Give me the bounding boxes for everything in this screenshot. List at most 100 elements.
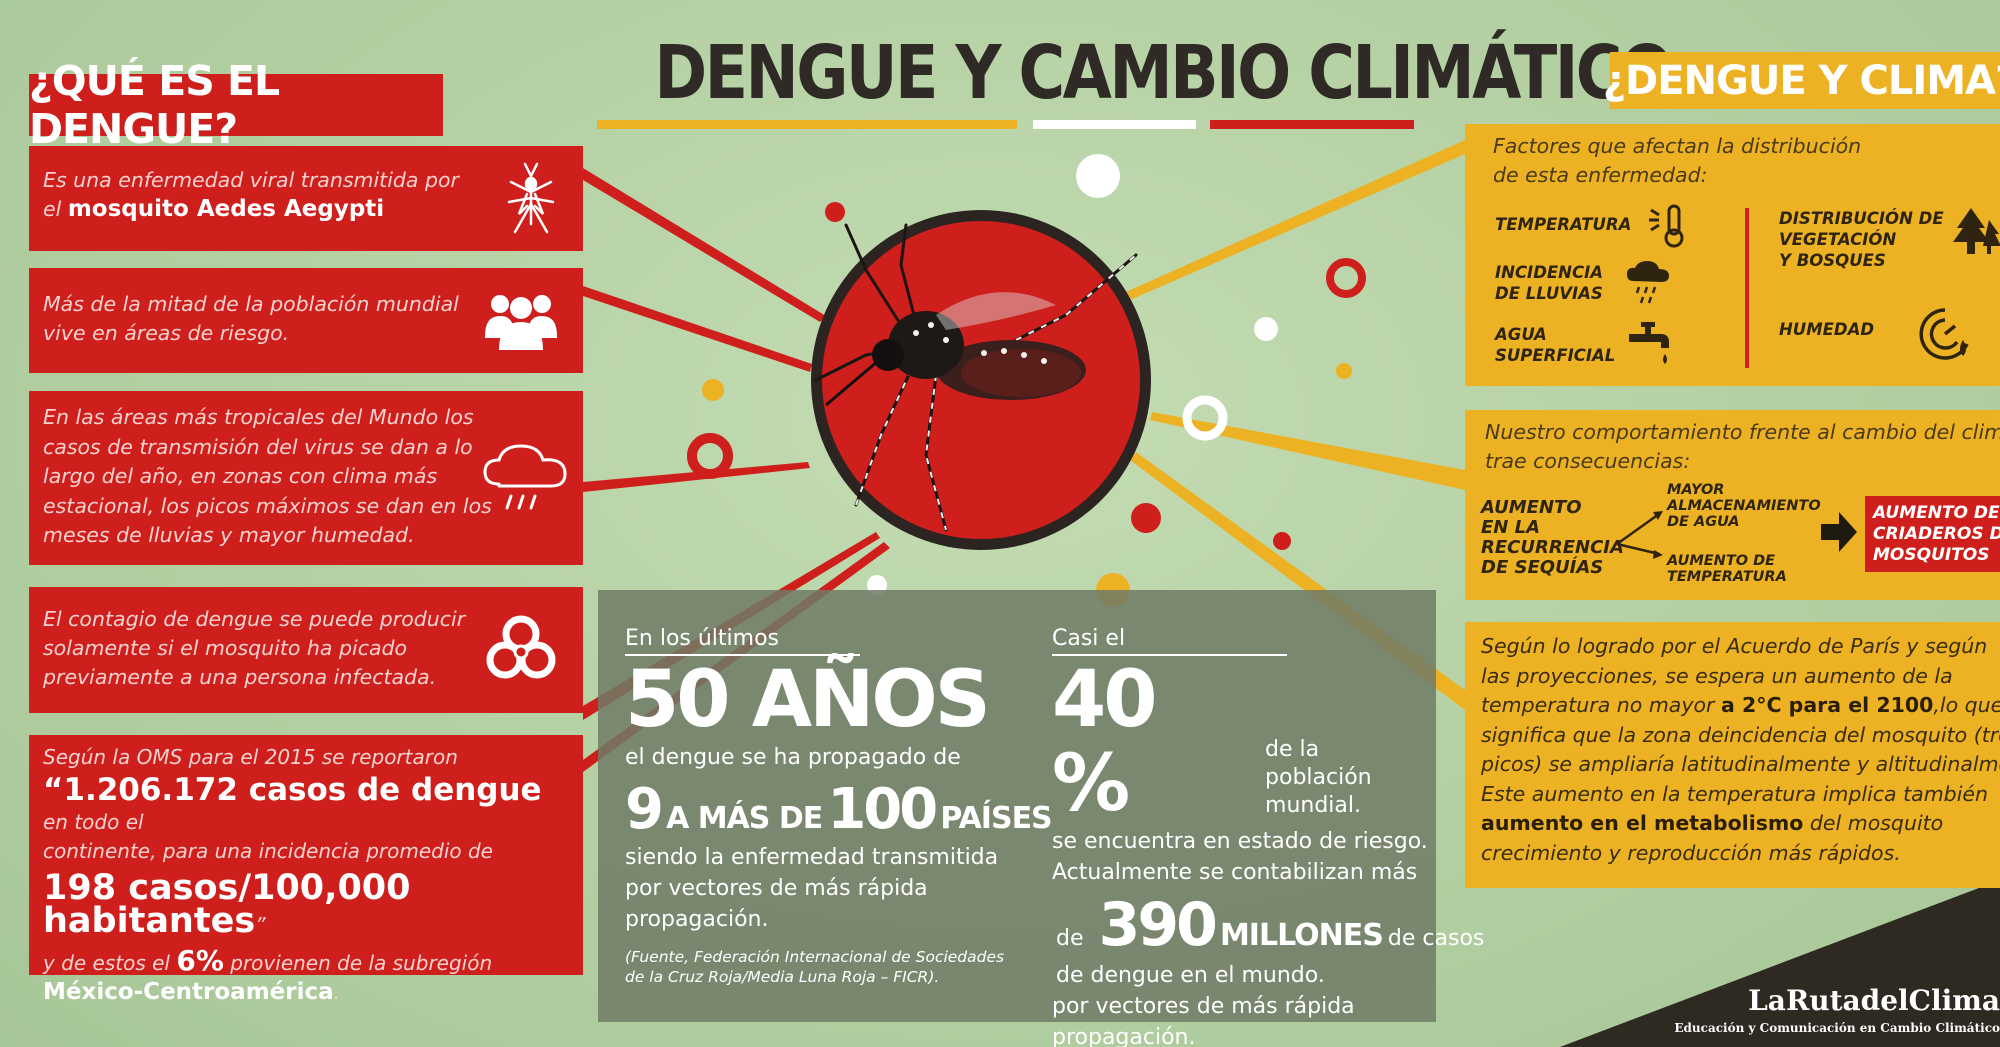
oms-pct: 6% [176, 944, 224, 977]
paris-l7-post: del mosquito [1809, 811, 1944, 835]
mosquito-icon [507, 162, 555, 233]
oms-region: México-Centroamérica [43, 979, 334, 1005]
flow-result-arrow [1821, 512, 1857, 552]
rain-icon [1627, 261, 1669, 304]
factors-divider [1745, 208, 1749, 368]
stat1-n1: 9 [625, 777, 664, 842]
stat1-line4: por vectores de más rápida [625, 876, 928, 901]
behaviour-intro2: trae consecuencias: [1485, 449, 1691, 473]
factor-veg-2: VEGETACIÓN [1779, 230, 1897, 249]
flow-top-2: ALMACENAMIENTO [1667, 498, 1821, 514]
brand-logo: LaRutadelClima [1748, 984, 2000, 1017]
stat2-line6: propagación. [1052, 1025, 1196, 1047]
paris-l2: las proyecciones, se espera un aumento d… [1481, 663, 1953, 688]
paris-l8: crecimiento y reproducción más rápidos. [1481, 840, 1901, 865]
stat1-source1: (Fuente, Federación Internacional de Soc… [625, 948, 1005, 966]
oms-rate: 198 casos/100,000 habitantes [43, 868, 411, 941]
stat2-big: 40 % [1052, 655, 1158, 829]
contagion-line3: previamente a una persona infectada. [43, 665, 437, 689]
faucet-icon [1629, 322, 1669, 364]
factor-rain: INCIDENCIA DE LLUVIAS [1495, 262, 1603, 304]
behaviour-intro1: Nuestro comportamiento frente al cambio … [1485, 420, 2000, 444]
tropical-line3: largo del año, en zonas con clima más [43, 464, 438, 488]
definition-line1: Es una enfermedad viral transmitida por [43, 168, 459, 192]
brand-tagline: Educación y Comunicación en Cambio Climá… [1674, 1021, 2000, 1035]
factors-intro1: Factores que afectan la distribución [1493, 134, 1862, 158]
oms-line1: Según la OMS para el 2015 se reportaron [43, 745, 458, 769]
paris-l4: significa que la zona deincidencia del m… [1481, 722, 2000, 747]
paris-l1: Según lo logrado por el Acuerdo de París… [1481, 634, 1988, 658]
oms-line3: continente, para una incidencia promedio… [43, 839, 493, 863]
population-line1: Más de la mitad de la población mundial [43, 292, 459, 316]
flow-start-3: RECURRENCIA [1481, 537, 1624, 558]
factors-intro2: de esta enfermedad: [1493, 163, 1708, 187]
stat1-line5: propagación. [625, 907, 769, 932]
tropical-line4: estacional, los picos máximos se dan en … [43, 493, 492, 518]
factor-rain-1: INCIDENCIA [1495, 263, 1603, 282]
statistics-panel [598, 590, 1436, 1022]
factor-water-1: AGUA [1495, 325, 1547, 344]
biohazard-icon [486, 615, 556, 679]
flow-split-arrows [1616, 511, 1663, 559]
flow-start-1: AUMENTO [1481, 497, 1582, 518]
population-line2: vive en áreas de riesgo. [43, 321, 290, 345]
factor-humidity: HUMEDAD [1779, 320, 1875, 339]
oms-cases-tail: en todo el [43, 810, 144, 834]
stat2-line4: de dengue en el mundo. [1056, 963, 1325, 988]
factor-veg-1: DISTRIBUCIÓN DE [1779, 209, 1944, 228]
stat1-countries: PAÍSES [940, 801, 1052, 836]
flow-result-2: CRIADEROS DE [1873, 524, 2000, 544]
factor-vegetation: DISTRIBUCIÓN DE VEGETACIÓN Y BOSQUES [1779, 208, 1944, 271]
paris-l7-bold: aumento en el metabolismo [1481, 811, 1804, 835]
flow-bottom: AUMENTO DE TEMPERATURA [1667, 553, 1787, 585]
flow-result-3: MOSQUITOS [1873, 545, 1990, 565]
factor-water: AGUA SUPERFICIAL [1495, 324, 1615, 366]
stat1-source: (Fuente, Federación Internacional de Soc… [625, 947, 1015, 987]
stat2-underline [1052, 654, 1287, 656]
stat2-line5: por vectores de más rápida [1052, 994, 1355, 1019]
stat-40-percent: Casi el 40 % de la población mundial. se… [1052, 626, 1484, 1047]
oms-line5-pre: y de estos el [43, 951, 170, 975]
flow-top-1: MAYOR [1667, 482, 1725, 498]
stat2-tail: de casos [1387, 926, 1485, 951]
factor-veg-3: Y BOSQUES [1779, 251, 1886, 270]
stat1-underline [625, 654, 860, 656]
stat1-n2: 100 [827, 777, 938, 842]
definition-el: el [43, 197, 62, 221]
paris-l3-post: ,lo que [1933, 693, 2000, 717]
flow-bottom-2: TEMPERATURA [1667, 569, 1787, 585]
stat2-label: Casi el [1052, 626, 1126, 651]
tropical-line5: meses de lluvias y mayor humedad. [43, 523, 415, 547]
oms-rate-tail: ” [255, 913, 266, 937]
tropical-line1: En las áreas más tropicales del Mundo lo… [43, 405, 474, 429]
factor-water-2: SUPERFICIAL [1495, 346, 1616, 365]
oms-region-tail: . [333, 980, 341, 1004]
paris-l6: Este aumento en la temperatura implica t… [1481, 781, 1988, 806]
factors-intro: Factores que afectan la distribución de … [1493, 132, 1861, 190]
dengue-definition-box: Es una enfermedad viral transmitida por … [29, 146, 583, 251]
stat2-line2: Actualmente se contabilizan más [1052, 860, 1418, 885]
stat2-de: de [1056, 926, 1084, 951]
flow-result-box [1865, 496, 2000, 572]
flow-start: AUMENTO EN LA RECURRENCIA DE SEQUÍAS [1481, 498, 1624, 578]
paris-agreement-box: Según lo logrado por el Acuerdo de París… [1465, 622, 2000, 888]
factor-temperature: TEMPERATURA [1495, 215, 1632, 234]
stat2-line1: se encuentra en estado de riesgo. [1052, 829, 1428, 854]
title-bar-red [1210, 120, 1414, 129]
stat2-side2: mundial. [1265, 793, 1361, 818]
stat-50-years: En los últimos 50 AÑOS el dengue se ha p… [625, 626, 1053, 987]
flow-result-1: AUMENTO DE [1873, 503, 2000, 523]
paris-l5: picos) se ampliaría latitudinalmente y a… [1481, 752, 2000, 776]
stat1-big: 50 AÑOS [625, 655, 991, 745]
stat2-n: 390 [1098, 890, 1218, 960]
factor-rain-2: DE LLUVIAS [1495, 284, 1603, 303]
stat1-source2: de la Cruz Roja/Media Luna Roja – FICR). [625, 968, 940, 986]
contagion-line2: solamente si el mosquito ha picado [43, 636, 408, 660]
flow-result: AUMENTO DE CRIADEROS DE MOSQUITOS [1873, 503, 2000, 566]
stat1-line3: siendo la enfermedad transmitida [625, 845, 999, 870]
oms-line5-post: provienen de la subregión [230, 951, 493, 975]
stat1-label: En los últimos [625, 626, 780, 651]
thermometer-icon [1649, 204, 1684, 248]
